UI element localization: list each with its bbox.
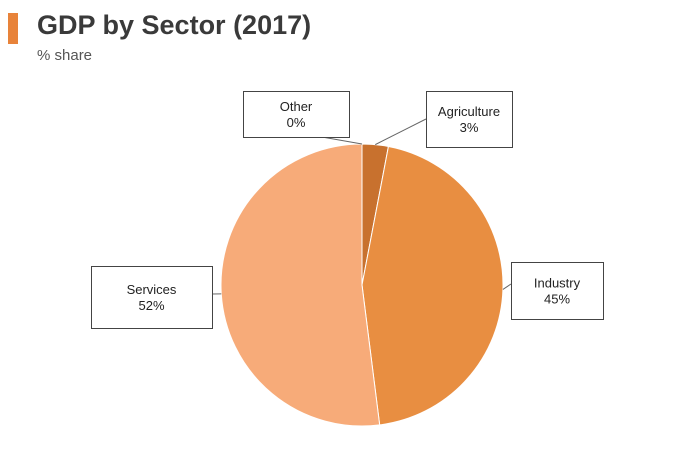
callout-box-other	[243, 91, 350, 138]
callout-value-other: 0%	[287, 115, 306, 130]
callout-box-industry	[511, 262, 604, 320]
pie-slice-industry	[361, 145, 504, 426]
callout-box-services	[91, 266, 213, 329]
title-accent-bar	[8, 13, 18, 44]
callout-label-industry: Industry	[534, 276, 581, 291]
callout-value-agriculture: 3%	[460, 120, 479, 135]
callout-value-industry: 45%	[544, 292, 570, 307]
callout-label-other: Other	[280, 99, 313, 114]
leader-line-other	[321, 136, 363, 145]
leader-line-industry	[502, 283, 512, 290]
callout-label-services: Services	[127, 282, 177, 297]
chart-title: GDP by Sector (2017)	[37, 10, 312, 40]
chart-subtitle: % share	[37, 47, 93, 64]
pie-slice-services	[220, 143, 381, 427]
pie-slices	[220, 143, 504, 427]
callout-box-agriculture	[426, 91, 513, 148]
callout-value-services: 52%	[138, 298, 164, 313]
leader-lines	[211, 118, 512, 295]
callout-label-agriculture: Agriculture	[438, 104, 500, 119]
leader-line-agriculture	[375, 118, 427, 146]
